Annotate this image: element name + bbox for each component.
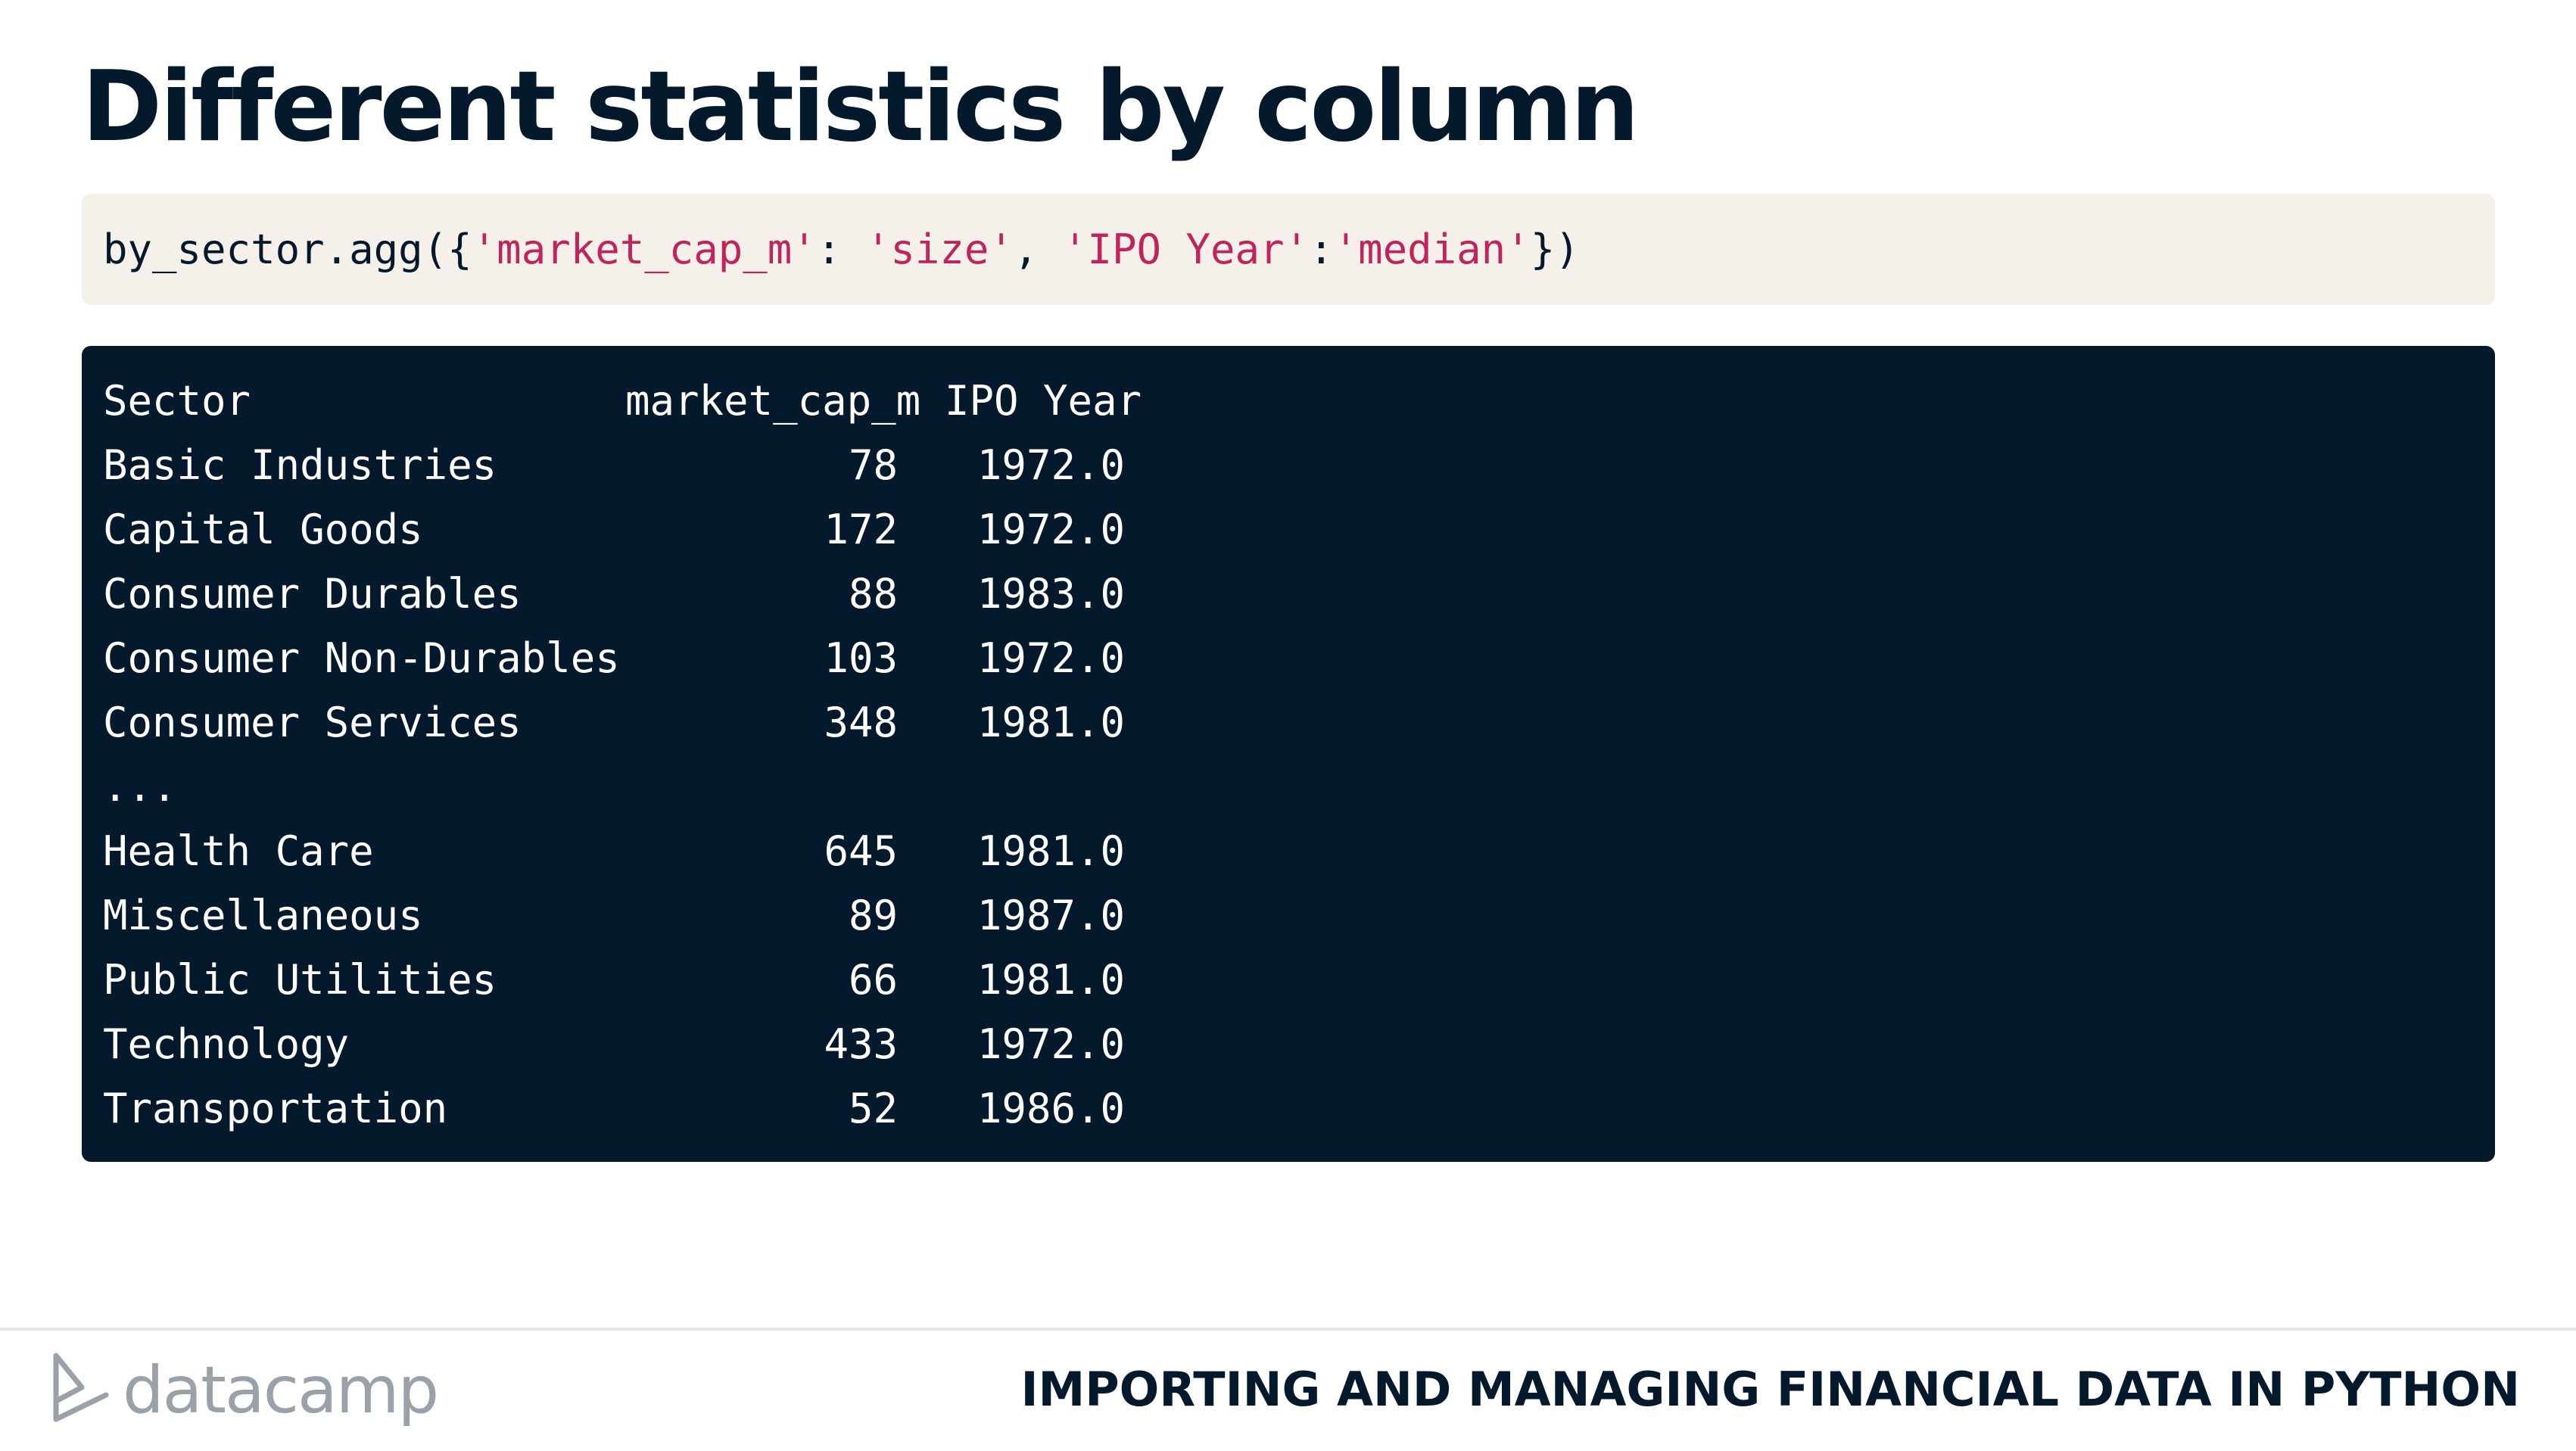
row-market-cap: 103 — [824, 634, 898, 682]
code-sep1: : — [816, 226, 866, 273]
row-ipo-year: 1972.0 — [977, 634, 1125, 682]
course-title: IMPORTING AND MANAGING FINANCIAL DATA IN… — [1020, 1362, 2520, 1417]
output-row: Miscellaneous 89 1987.0 — [103, 883, 2495, 948]
row-sector: Capital Goods — [103, 506, 423, 553]
row-sector: Miscellaneous — [103, 892, 423, 939]
row-ipo-year: 1972.0 — [977, 441, 1125, 489]
row-sector: Consumer Durables — [103, 570, 522, 618]
header-market-cap: market_cap_m — [625, 377, 921, 425]
row-sector: Consumer Non-Durables — [103, 634, 620, 682]
row-ipo-year: 1986.0 — [977, 1085, 1125, 1132]
row-sector: Technology — [103, 1020, 350, 1068]
slide-title: Different statistics by column — [82, 51, 1640, 163]
row-market-cap: 645 — [824, 827, 898, 875]
row-sector: Health Care — [103, 827, 374, 875]
output-block: Sector market_cap_m IPO Year Basic Indus… — [82, 346, 2495, 1162]
row-market-cap: 88 — [848, 570, 898, 618]
row-market-cap: 172 — [824, 506, 898, 553]
row-ipo-year: 1972.0 — [977, 1020, 1125, 1068]
output-row: Technology 433 1972.0 — [103, 1012, 2495, 1076]
row-ipo-year: 1972.0 — [977, 506, 1125, 553]
row-ipo-year: 1981.0 — [977, 827, 1125, 875]
code-string-key1: 'market_cap_m' — [472, 226, 817, 273]
datacamp-logo: datacamp — [51, 1349, 439, 1432]
footer-divider — [0, 1328, 2576, 1331]
header-ipo-year: IPO Year — [945, 377, 1142, 425]
code-sep2: , — [1013, 226, 1063, 273]
row-ellipsis: ... — [103, 763, 177, 811]
datacamp-wordmark: datacamp — [123, 1353, 439, 1428]
output-row: Capital Goods 172 1972.0 — [103, 497, 2495, 562]
row-ipo-year: 1983.0 — [977, 570, 1125, 618]
output-row: Basic Industries 78 1972.0 — [103, 433, 2495, 497]
output-row-ellipsis: ... — [103, 755, 2495, 819]
output-row: Consumer Durables 88 1983.0 — [103, 562, 2495, 626]
output-row: Health Care 645 1981.0 — [103, 819, 2495, 883]
code-prefix: by_sector.agg({ — [103, 226, 472, 273]
row-market-cap: 89 — [848, 892, 898, 939]
output-row: Consumer Services 348 1981.0 — [103, 690, 2495, 755]
row-market-cap: 78 — [848, 441, 898, 489]
row-sector: Basic Industries — [103, 441, 497, 489]
row-sector: Transportation — [103, 1085, 448, 1132]
row-market-cap: 433 — [824, 1020, 898, 1068]
row-sector: Public Utilities — [103, 956, 497, 1004]
row-ipo-year: 1981.0 — [977, 956, 1125, 1004]
code-sep3: : — [1309, 226, 1334, 273]
code-suffix: }) — [1530, 226, 1580, 273]
row-ipo-year: 1981.0 — [977, 699, 1125, 746]
row-sector: Consumer Services — [103, 699, 522, 746]
code-block: by_sector.agg({'market_cap_m': 'size', '… — [82, 194, 2495, 305]
output-row: Public Utilities 66 1981.0 — [103, 948, 2495, 1012]
code-string-val2: 'median' — [1333, 226, 1531, 273]
row-ipo-year: 1987.0 — [977, 892, 1125, 939]
output-row: Consumer Non-Durables 103 1972.0 — [103, 626, 2495, 690]
code-string-key2: 'IPO Year' — [1062, 226, 1310, 273]
datacamp-logo-icon — [51, 1351, 112, 1430]
header-sector: Sector — [103, 377, 251, 425]
output-header-row: Sector market_cap_m IPO Year — [103, 369, 2495, 433]
row-market-cap: 52 — [848, 1085, 898, 1132]
row-market-cap: 66 — [848, 956, 898, 1004]
code-string-val1: 'size' — [865, 226, 1014, 273]
row-market-cap: 348 — [824, 699, 898, 746]
output-row: Transportation 52 1986.0 — [103, 1076, 2495, 1141]
